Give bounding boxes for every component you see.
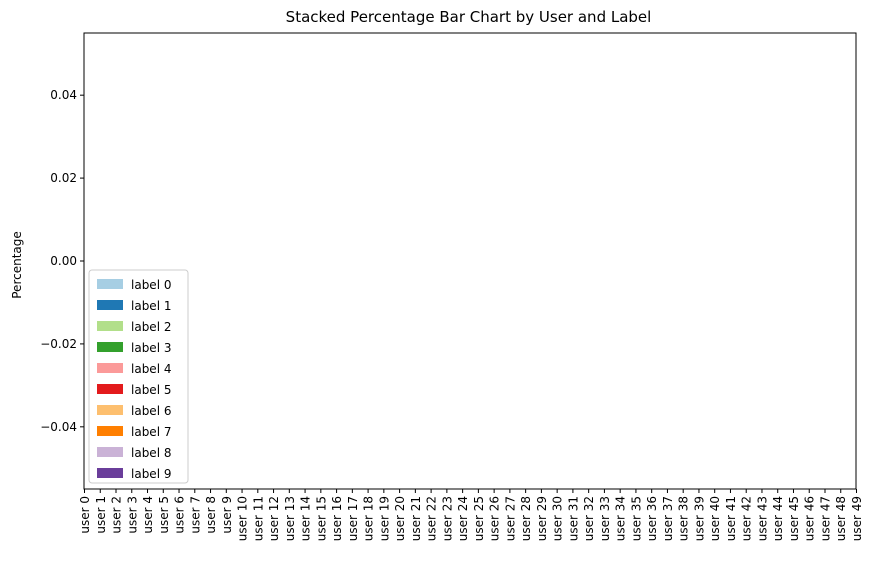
x-tick-label: user 5	[157, 496, 171, 534]
x-tick-label: user 32	[582, 496, 596, 541]
x-tick-label: user 20	[393, 496, 407, 541]
y-axis: −0.04 −0.02 0.00 0.02 0.04	[40, 88, 84, 434]
legend-swatch	[97, 447, 123, 457]
x-tick-label: user 24	[456, 496, 470, 541]
x-tick-label: user 22	[425, 496, 439, 541]
x-tick-label: user 13	[283, 496, 297, 541]
legend-swatch	[97, 405, 123, 415]
x-tick-label: user 49	[850, 496, 864, 541]
x-tick-label: user 40	[708, 496, 722, 541]
x-tick-label: user 14	[299, 496, 313, 541]
x-tick-label: user 41	[724, 496, 738, 541]
x-tick-label: user 47	[818, 496, 832, 541]
x-tick-label: user 0	[78, 496, 92, 534]
x-tick-label: user 15	[314, 496, 328, 541]
x-tick-label: user 30	[551, 496, 565, 541]
x-tick-label: user 48	[834, 496, 848, 541]
legend-label: label 0	[131, 278, 171, 292]
chart-title: Stacked Percentage Bar Chart by User and…	[286, 8, 652, 26]
x-tick-label: user 28	[519, 496, 533, 541]
x-tick-label: user 9	[220, 496, 234, 534]
legend-swatch	[97, 384, 123, 394]
y-tick-label: 0.04	[50, 88, 77, 102]
x-tick-label: user 34	[614, 496, 628, 541]
y-tick-label: −0.04	[40, 420, 77, 434]
legend-swatch	[97, 342, 123, 352]
x-tick-label: user 16	[330, 496, 344, 541]
x-tick-label: user 37	[661, 496, 675, 541]
legend-entries: label 0 label 1 label 2 label 3 label 4 label…	[97, 278, 171, 481]
y-tick-label: −0.02	[40, 337, 77, 351]
x-tick-label: user 38	[677, 496, 691, 541]
x-tick-label: user 18	[362, 496, 376, 541]
legend-label: label 4	[131, 362, 171, 376]
x-tick-label: user 43	[755, 496, 769, 541]
legend-swatch	[97, 363, 123, 373]
x-tick-label: user 10	[236, 496, 250, 541]
legend-swatch	[97, 279, 123, 289]
y-axis-label: Percentage	[10, 231, 24, 299]
legend-label: label 3	[131, 341, 171, 355]
y-tick-label: 0.00	[50, 254, 77, 268]
x-tick-label: user 12	[267, 496, 281, 541]
x-tick-label: user 6	[173, 496, 187, 534]
legend-label: label 8	[131, 446, 171, 460]
x-tick-label: user 46	[803, 496, 817, 541]
x-tick-label: user 3	[125, 496, 139, 534]
plot-frame	[83, 32, 857, 490]
legend-label: label 2	[131, 320, 171, 334]
x-tick-label: user 27	[503, 496, 517, 541]
x-tick-label: user 17	[346, 496, 360, 541]
legend-label: label 9	[131, 467, 171, 481]
x-tick-label: user 33	[598, 496, 612, 541]
x-tick-label: user 29	[535, 496, 549, 541]
legend-swatch	[97, 300, 123, 310]
x-tick-label: user 2	[110, 496, 124, 534]
x-tick-label: user 45	[787, 496, 801, 541]
legend-label: label 1	[131, 299, 171, 313]
legend-swatch	[97, 321, 123, 331]
y-tick-label: 0.02	[50, 171, 77, 185]
legend-swatch	[97, 468, 123, 478]
x-tick-label: user 25	[472, 496, 486, 541]
x-tick-label: user 26	[488, 496, 502, 541]
x-tick-label: user 7	[188, 496, 202, 534]
legend-swatch	[97, 426, 123, 436]
x-tick-label: user 42	[740, 496, 754, 541]
x-tick-label: user 4	[141, 496, 155, 534]
x-axis: user 0 user 1 user 2 user 3 user 4 user 5 user…	[78, 489, 864, 541]
x-tick-label: user 23	[440, 496, 454, 541]
x-tick-label: user 21	[409, 496, 423, 541]
legend: label 0 label 1 label 2 label 3 label 4 label…	[88, 269, 189, 484]
x-tick-label: user 19	[377, 496, 391, 541]
x-tick-label: user 1	[94, 496, 108, 534]
legend-label: label 7	[131, 425, 171, 439]
x-tick-label: user 11	[251, 496, 265, 541]
x-tick-label: user 39	[692, 496, 706, 541]
x-tick-label: user 8	[204, 496, 218, 534]
x-tick-label: user 31	[566, 496, 580, 541]
x-tick-label: user 44	[771, 496, 785, 541]
x-tick-label: user 36	[645, 496, 659, 541]
legend-label: label 5	[131, 383, 171, 397]
x-tick-label: user 35	[629, 496, 643, 541]
legend-label: label 6	[131, 404, 171, 418]
